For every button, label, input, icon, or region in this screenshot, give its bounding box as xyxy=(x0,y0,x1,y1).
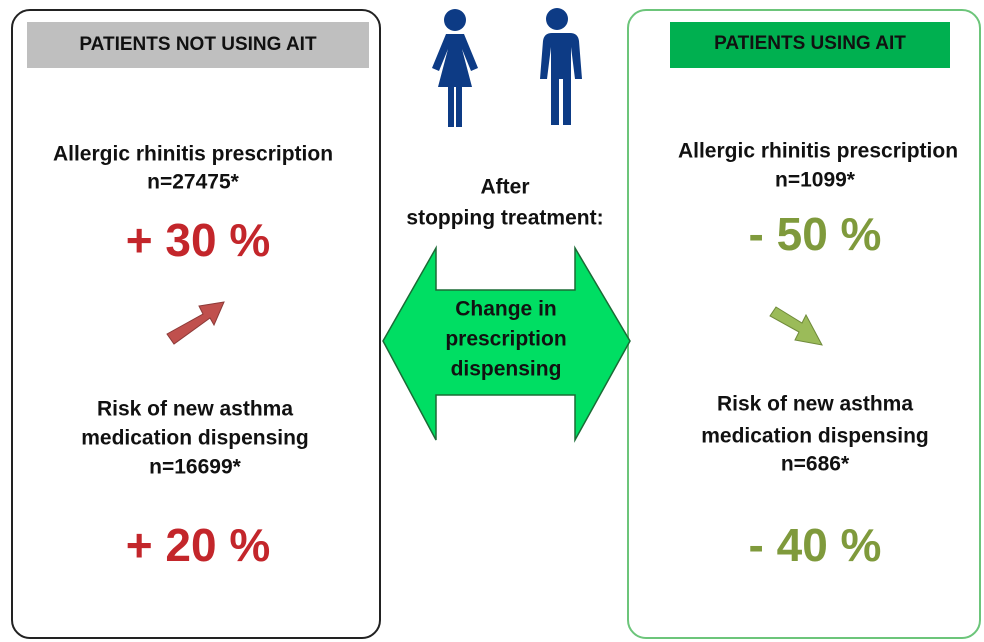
change: + 30 % xyxy=(126,214,271,266)
arrow-label: Change in xyxy=(455,298,557,321)
label: Risk of new asthma xyxy=(717,393,913,416)
right-header: PATIENTS USING AIT xyxy=(714,33,906,54)
arrow-label: dispensing xyxy=(451,358,562,381)
label: Allergic rhinitis prescription xyxy=(678,140,958,163)
down-arrow xyxy=(769,306,823,346)
sample-size: n=686* xyxy=(781,453,850,476)
sample-size: n=16699* xyxy=(149,456,241,479)
change: - 50 % xyxy=(749,208,882,260)
label: Risk of new asthma xyxy=(97,398,293,421)
caption: After xyxy=(480,176,529,199)
man-icon xyxy=(540,8,582,125)
woman-icon xyxy=(432,9,478,127)
label: medication dispensing xyxy=(81,427,309,450)
right-header-bg xyxy=(670,22,950,68)
label: Allergic rhinitis prescription xyxy=(53,143,333,166)
sample-size: n=27475* xyxy=(147,171,239,194)
change: + 20 % xyxy=(126,519,271,571)
up-arrow xyxy=(166,301,225,345)
change: - 40 % xyxy=(749,519,882,571)
label: medication dispensing xyxy=(701,425,929,448)
left-header: PATIENTS NOT USING AIT xyxy=(79,34,317,55)
left-header-bg xyxy=(27,22,369,68)
arrow-label: prescription xyxy=(445,328,566,351)
sample-size: n=1099* xyxy=(775,169,856,192)
caption: stopping treatment: xyxy=(406,207,603,230)
double-arrow xyxy=(382,245,631,443)
